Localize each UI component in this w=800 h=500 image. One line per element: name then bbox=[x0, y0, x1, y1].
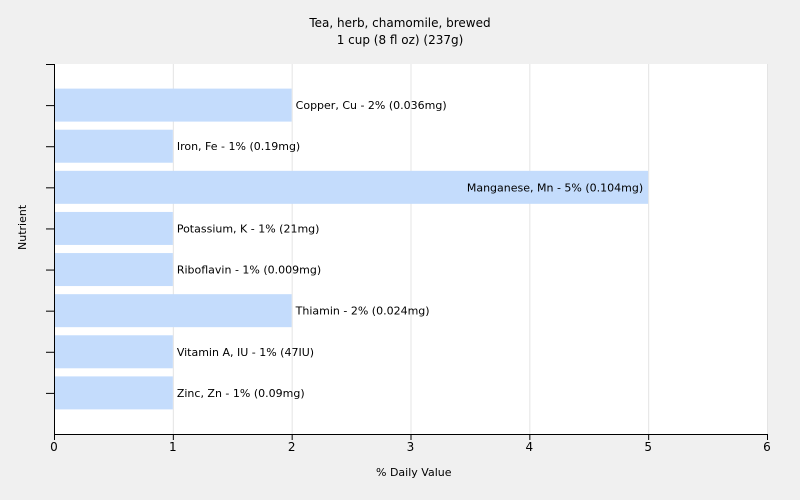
x-tick-label: 4 bbox=[526, 440, 534, 454]
bar-label: Manganese, Mn - 5% (0.104mg) bbox=[467, 181, 643, 194]
chart-subtitle: 1 cup (8 fl oz) (237g) bbox=[336, 33, 464, 47]
bar-label: Thiamin - 2% (0.024mg) bbox=[295, 305, 430, 318]
bar-label: Riboflavin - 1% (0.009mg) bbox=[177, 264, 321, 277]
bar-label: Vitamin A, IU - 1% (47IU) bbox=[177, 346, 314, 359]
x-axis-title: % Daily Value bbox=[376, 466, 452, 479]
x-tick-label: 3 bbox=[407, 440, 415, 454]
x-tick-label: 0 bbox=[50, 440, 58, 454]
bar bbox=[54, 335, 173, 369]
y-axis-title: Nutrient bbox=[16, 204, 29, 250]
bar bbox=[54, 88, 292, 122]
bar bbox=[54, 170, 649, 204]
bar-label: Zinc, Zn - 1% (0.09mg) bbox=[177, 387, 305, 400]
bar bbox=[54, 294, 292, 328]
bar bbox=[54, 376, 173, 410]
bar bbox=[54, 211, 173, 245]
bar-label: Potassium, K - 1% (21mg) bbox=[177, 222, 320, 235]
bar bbox=[54, 253, 173, 287]
x-tick-label: 2 bbox=[288, 440, 296, 454]
x-tick-label: 1 bbox=[169, 440, 177, 454]
chart-title: Tea, herb, chamomile, brewed bbox=[309, 16, 491, 30]
bar-label: Iron, Fe - 1% (0.19mg) bbox=[177, 140, 300, 153]
x-tick-label: 6 bbox=[763, 440, 771, 454]
bar-label: Copper, Cu - 2% (0.036mg) bbox=[296, 99, 447, 112]
bar bbox=[54, 129, 173, 163]
x-tick-label: 5 bbox=[644, 440, 652, 454]
